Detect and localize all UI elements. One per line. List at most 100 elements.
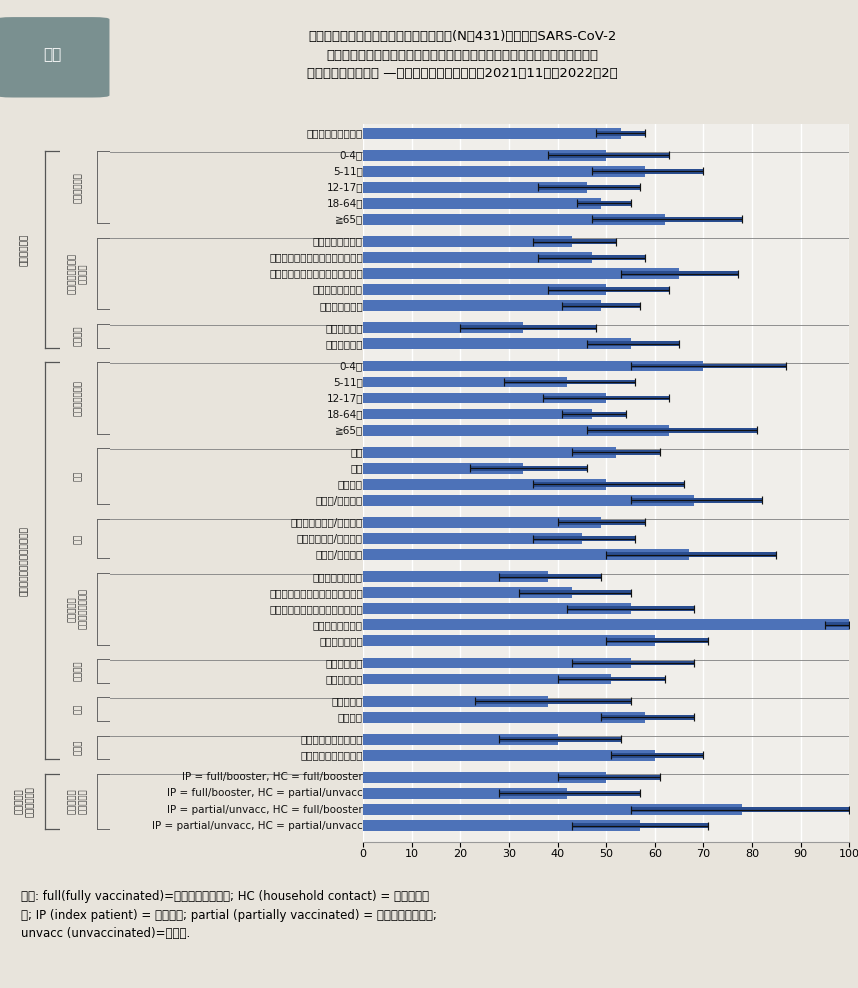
Bar (363, 772, 606, 782)
Text: アジア系: アジア系 (338, 479, 363, 489)
Text: 感染既往あり: 感染既往あり (325, 323, 363, 333)
Bar (591, 217, 742, 222)
Bar (587, 342, 680, 346)
Bar (567, 607, 694, 612)
Text: ワクチン完全接種から５カ月以上: ワクチン完全接種から５カ月以上 (269, 604, 363, 614)
Bar (538, 255, 645, 260)
Bar (363, 495, 694, 506)
Bar (631, 807, 849, 812)
Text: 接種状況の
組み合わせ別: 接種状況の 組み合わせ別 (15, 786, 34, 817)
Bar (363, 711, 645, 722)
Text: ワクチン未接種: ワクチン未接種 (319, 636, 363, 646)
Bar (543, 395, 669, 400)
Bar (470, 466, 587, 470)
Text: 0-4歳: 0-4歳 (340, 150, 363, 160)
Bar (499, 791, 640, 796)
Text: 感染既往なし: 感染既往なし (325, 674, 363, 684)
Bar (606, 552, 776, 557)
Bar (363, 268, 680, 279)
Text: 症例の状況が判明している世帯内接触者(N＝431)におけるSARS-CoV-2
感染の発病率、世帯内接触者の特徴別、発端患者の特徴と感染対策別、接種
状況の組み: 症例の状況が判明している世帯内接触者(N＝431)におけるSARS-CoV-2 … (307, 30, 618, 80)
Text: 全ての世帯内接触者: 全ての世帯内接触者 (306, 128, 363, 138)
Bar (562, 303, 640, 308)
Bar (587, 428, 757, 433)
Text: 接触者のワクチン
接種状況: 接触者のワクチン 接種状況 (69, 253, 88, 294)
Bar (577, 201, 631, 206)
Bar (363, 534, 582, 544)
Bar (606, 638, 709, 643)
Text: ≧65歳: ≧65歳 (335, 214, 363, 224)
Text: IP = full/booster, HC = partial/unvacc: IP = full/booster, HC = partial/unvacc (167, 788, 363, 798)
Text: 0-4歳: 0-4歳 (340, 361, 363, 370)
Bar (363, 571, 547, 582)
Bar (363, 463, 523, 473)
Bar (363, 252, 591, 263)
Text: ワクチン完全接種から５カ月未満: ワクチン完全接種から５カ月未満 (269, 588, 363, 598)
Bar (518, 590, 631, 595)
Text: 民族: 民族 (74, 534, 82, 543)
Bar (596, 130, 645, 135)
Text: 隔離なし: 隔離なし (338, 712, 363, 722)
Bar (363, 479, 606, 490)
Bar (363, 300, 601, 311)
Text: ワクチン部分接種: ワクチン部分接種 (313, 619, 363, 629)
Text: 18-64歳: 18-64歳 (326, 409, 363, 419)
Bar (533, 536, 636, 541)
Text: ≧65歳: ≧65歳 (335, 425, 363, 435)
Bar (538, 185, 640, 190)
Text: IP = full/booster, HC = full/booster: IP = full/booster, HC = full/booster (182, 773, 363, 782)
Text: 5-11歳: 5-11歳 (333, 166, 363, 176)
Bar (631, 364, 786, 369)
Bar (363, 619, 849, 630)
Bar (363, 447, 616, 457)
Text: 発端患者の年齢: 発端患者の年齢 (74, 380, 82, 416)
Bar (363, 820, 640, 831)
Text: 隔離: 隔離 (74, 704, 82, 714)
Bar (533, 239, 616, 244)
Bar (572, 661, 694, 665)
Text: その他/人種不明: その他/人種不明 (316, 549, 363, 559)
Text: 発端患者の
ワクチン接種状況: 発端患者の ワクチン接種状況 (69, 588, 88, 629)
Bar (363, 127, 621, 138)
Bar (363, 392, 606, 403)
Bar (611, 753, 704, 758)
Bar (591, 169, 704, 174)
FancyBboxPatch shape (0, 17, 110, 98)
Text: IP = partial/unvacc, HC = partial/unvacc: IP = partial/unvacc, HC = partial/unvacc (152, 821, 363, 831)
Bar (533, 482, 684, 487)
Bar (499, 737, 621, 742)
Text: 黒人: 黒人 (350, 463, 363, 473)
Bar (558, 677, 665, 682)
Text: 接触者の特徴: 接触者の特徴 (21, 233, 29, 266)
Bar (547, 153, 669, 158)
Bar (363, 517, 601, 528)
Bar (363, 198, 601, 208)
Bar (363, 425, 669, 436)
Bar (363, 635, 655, 646)
Bar (572, 823, 709, 828)
Bar (631, 498, 762, 503)
Bar (363, 339, 631, 349)
Bar (363, 214, 665, 225)
Text: その他/複数人種: その他/複数人種 (316, 495, 363, 505)
Text: 5-11歳: 5-11歳 (333, 377, 363, 387)
Bar (825, 622, 849, 627)
Bar (363, 150, 606, 161)
Bar (363, 788, 567, 799)
Bar (363, 285, 606, 295)
Bar (499, 574, 601, 579)
Text: 感染既往あり: 感染既往あり (325, 658, 363, 668)
Bar (558, 775, 660, 780)
Text: 18-64歳: 18-64歳 (326, 199, 363, 208)
Bar (363, 604, 631, 615)
Text: ワクチン未接種: ワクチン未接種 (319, 300, 363, 310)
Bar (363, 750, 655, 761)
Text: 感染既往: 感染既往 (74, 326, 82, 346)
Text: IP = partial/unvacc, HC = full/booster: IP = partial/unvacc, HC = full/booster (167, 804, 363, 814)
Bar (363, 409, 591, 420)
Text: マスク: マスク (74, 740, 82, 755)
Bar (363, 587, 572, 598)
Text: 人種: 人種 (74, 471, 82, 481)
Text: ワクチン完全接種から５カ月未満: ワクチン完全接種から５カ月未満 (269, 253, 363, 263)
Text: 感染既往: 感染既往 (74, 661, 82, 682)
Bar (474, 699, 631, 703)
